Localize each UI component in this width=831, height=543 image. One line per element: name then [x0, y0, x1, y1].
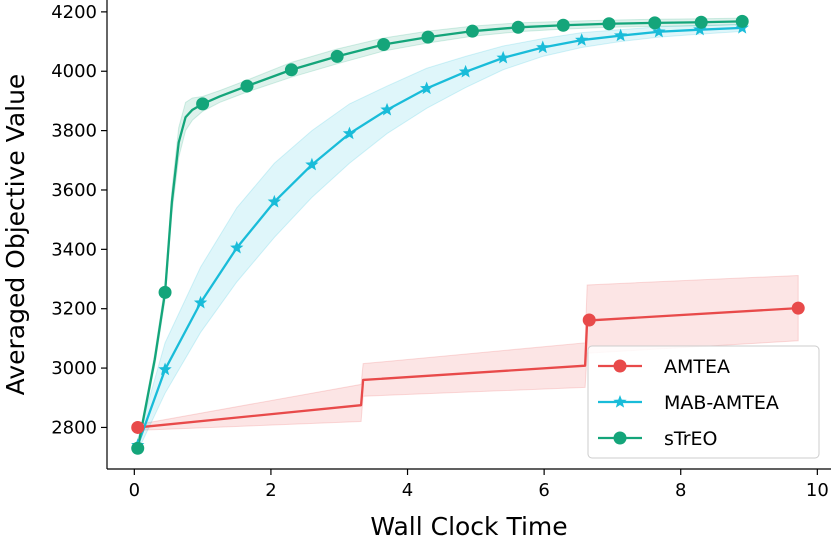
streo-point	[556, 18, 570, 32]
x-axis-title: Wall Clock Time	[370, 512, 567, 541]
mab-amtea-point	[496, 50, 510, 64]
x-tick-label: 10	[806, 480, 829, 501]
mab-amtea-point	[613, 28, 628, 42]
mab-amtea-point	[652, 24, 666, 38]
ticks: 0 2 4 6 8 10 2800 3000 3200 3400 3600 3800 4000 4200	[51, 2, 829, 501]
streo-point	[735, 14, 749, 28]
streo-point	[465, 24, 479, 38]
y-tick-label: 3000	[51, 358, 97, 379]
y-axis-title: Averaged Objective Value	[1, 74, 30, 396]
streo-point	[377, 38, 391, 52]
mab-amtea-point	[158, 362, 172, 376]
amtea-point	[582, 313, 596, 327]
mab-amtea-point	[420, 81, 434, 95]
legend-label-streo: sTrEO	[664, 428, 717, 450]
y-tick-label: 2800	[51, 417, 97, 438]
mab-amtea-point	[267, 194, 281, 208]
y-tick-label: 3400	[51, 239, 97, 260]
legend: AMTEA MAB-AMTEA sTrEO	[587, 345, 820, 459]
mab-amtea-point	[305, 157, 319, 171]
legend-label-mab-amtea: MAB-AMTEA	[664, 392, 779, 414]
streo-point	[511, 20, 525, 34]
x-tick-label: 0	[129, 480, 140, 501]
mab-amtea-point	[693, 22, 707, 36]
x-tick-label: 6	[538, 480, 549, 501]
amtea-point	[791, 301, 805, 315]
y-tick-label: 3800	[51, 121, 97, 142]
mab-amtea-point	[458, 64, 473, 78]
amtea-band	[137, 274, 799, 431]
mab-amtea-point	[342, 126, 357, 140]
axes	[106, 0, 831, 470]
streo-point	[602, 17, 616, 31]
amtea-line	[137, 306, 799, 429]
mab-amtea-point	[536, 40, 550, 54]
streo-point	[131, 441, 145, 455]
y-tick-label: 4200	[51, 2, 97, 23]
mab-amtea-point	[193, 295, 208, 309]
legend-label-amtea: AMTEA	[664, 356, 730, 378]
mab-amtea-point	[380, 102, 394, 116]
legend-box	[587, 345, 820, 459]
streo-point	[421, 30, 435, 44]
streo-point	[284, 63, 298, 77]
streo-point	[694, 15, 708, 29]
legend-marker-mab-amtea	[613, 395, 627, 408]
streo-point	[648, 16, 662, 30]
mab-amtea-point	[575, 33, 589, 46]
mab-amtea-band	[137, 23, 743, 452]
legend-marker-streo	[613, 431, 627, 445]
streo-point	[330, 49, 344, 63]
y-tick-label: 3200	[51, 299, 97, 320]
series-markers	[131, 14, 805, 455]
x-tick-label: 2	[265, 480, 276, 501]
mab-amtea-point	[230, 240, 244, 254]
x-tick-label: 4	[402, 480, 413, 501]
streo-point	[240, 79, 254, 93]
amtea-point	[131, 420, 145, 434]
y-tick-label: 3600	[51, 180, 97, 201]
x-tick-label: 8	[675, 480, 686, 501]
legend-marker-amtea	[613, 359, 627, 373]
y-tick-label: 4000	[51, 61, 97, 82]
streo-point	[196, 97, 210, 111]
streo-point	[158, 285, 172, 299]
